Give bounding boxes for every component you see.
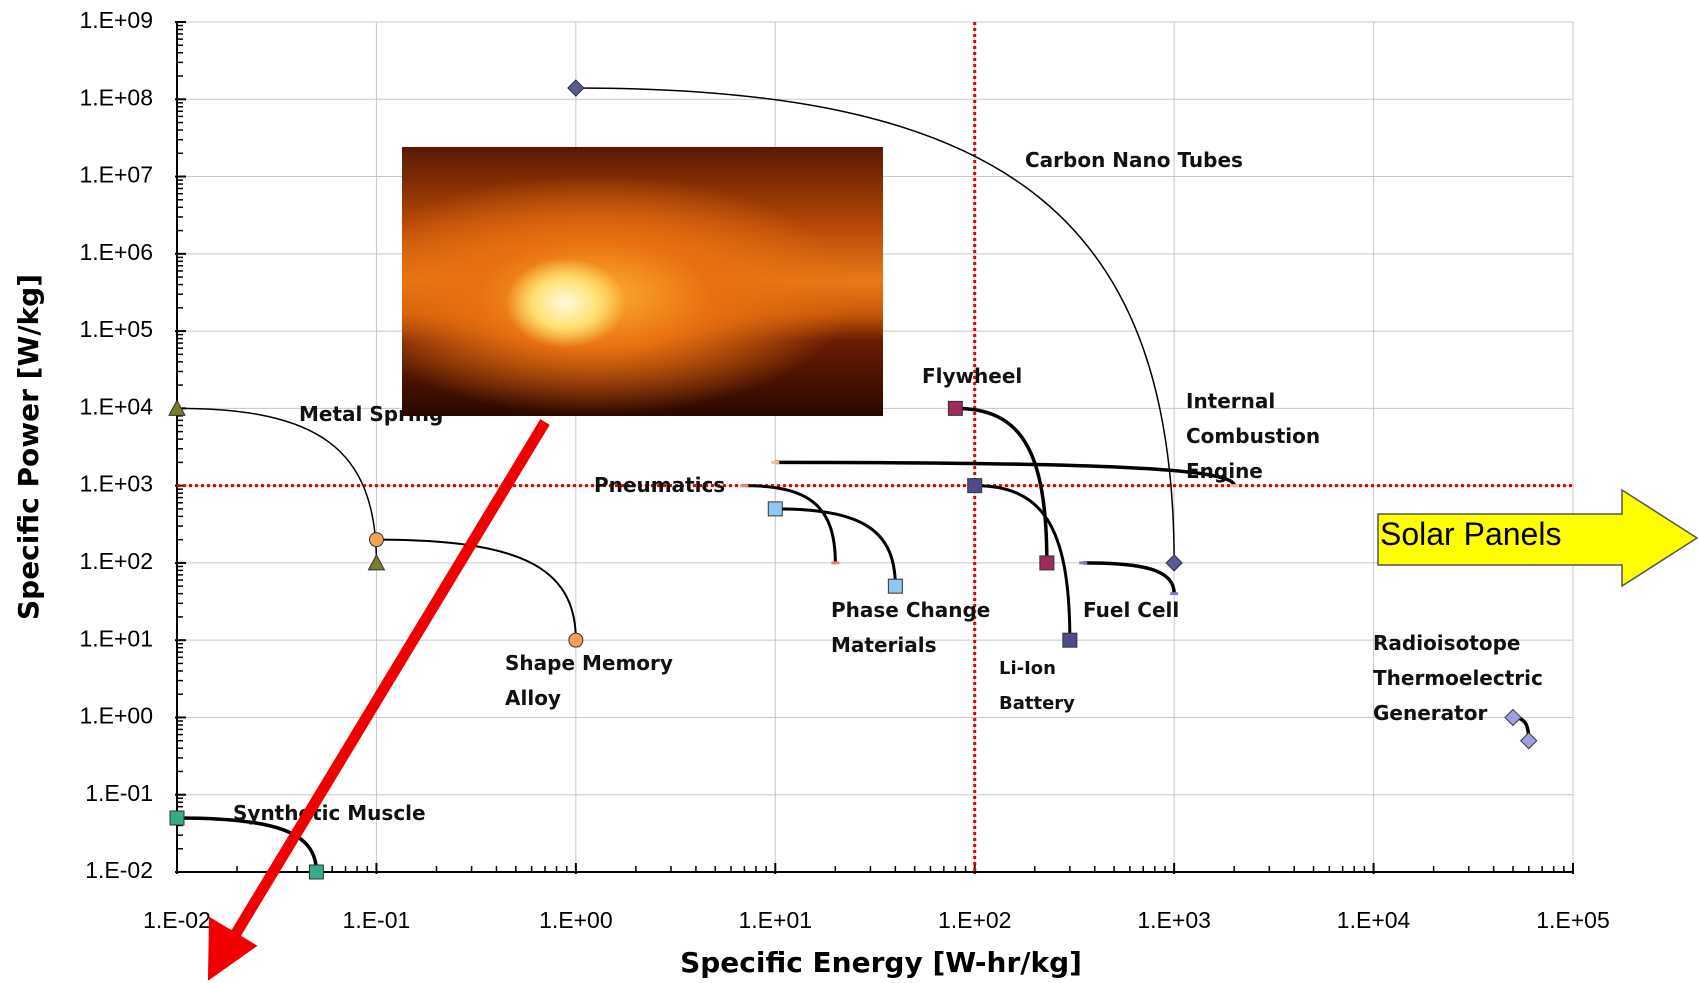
series-label: Pneumatics	[594, 468, 754, 503]
sunset-image	[402, 147, 883, 416]
y-tick-label: 1.E+05	[79, 316, 153, 342]
solar-panels-label: Solar Panels	[1380, 516, 1561, 553]
marker	[568, 80, 584, 96]
y-tick-label: 1.E+00	[79, 703, 153, 729]
page: Specific Energy [W-hr/kg] Specific Power…	[0, 0, 1699, 983]
series-curve	[744, 486, 835, 563]
marker	[309, 865, 323, 879]
marker	[771, 461, 779, 464]
marker	[170, 811, 184, 825]
series-label: Li-Ion Battery	[999, 651, 1089, 721]
x-tick-label: 1.E+00	[539, 907, 613, 933]
series-label: Carbon Nano Tubes	[1025, 143, 1285, 178]
series-label: Radioisotope Thermoelectric Generator	[1373, 626, 1563, 731]
y-tick-label: 1.E+06	[79, 239, 153, 265]
series-curve	[1083, 563, 1174, 594]
x-tick-label: 1.E-01	[343, 907, 411, 933]
y-tick-label: 1.E+07	[79, 162, 153, 188]
x-tick-label: 1.E+04	[1337, 907, 1411, 933]
marker	[1079, 561, 1087, 564]
y-tick-label: 1.E-02	[85, 857, 153, 883]
series-label: Phase Change Materials	[831, 593, 1001, 663]
series-label: Shape Memory Alloy	[505, 646, 685, 716]
y-tick-label: 1.E+03	[79, 471, 153, 497]
marker	[1063, 633, 1077, 647]
x-axis-title: Specific Energy [W-hr/kg]	[680, 946, 1082, 979]
marker	[1166, 555, 1182, 571]
y-tick-label: 1.E+02	[79, 548, 153, 574]
marker	[1521, 733, 1537, 749]
y-tick-label: 1.E+08	[79, 84, 153, 110]
marker	[968, 479, 982, 493]
marker	[948, 401, 962, 415]
series-curve	[775, 462, 1234, 485]
x-tick-label: 1.E+05	[1536, 907, 1610, 933]
series-label: Internal Combustion Engine	[1186, 384, 1336, 489]
y-tick-label: 1.E-01	[85, 780, 153, 806]
marker	[369, 533, 383, 547]
x-tick-label: 1.E+02	[938, 907, 1012, 933]
marker	[1040, 556, 1054, 570]
series-label: Fuel Cell	[1083, 593, 1203, 628]
series-label: Synthetic Muscle	[233, 796, 453, 831]
series-curve	[376, 540, 575, 641]
marker	[831, 561, 839, 564]
y-tick-label: 1.E+09	[79, 7, 153, 33]
series-label: Flywheel	[922, 359, 1042, 394]
y-axis-title: Specific Power [W/kg]	[12, 274, 45, 620]
y-tick-label: 1.E+04	[79, 393, 153, 419]
y-tick-label: 1.E+01	[79, 625, 153, 651]
x-tick-label: 1.E+03	[1137, 907, 1211, 933]
x-tick-label: 1.E-02	[143, 907, 211, 933]
marker	[768, 502, 782, 516]
marker	[888, 579, 902, 593]
x-tick-label: 1.E+01	[739, 907, 813, 933]
